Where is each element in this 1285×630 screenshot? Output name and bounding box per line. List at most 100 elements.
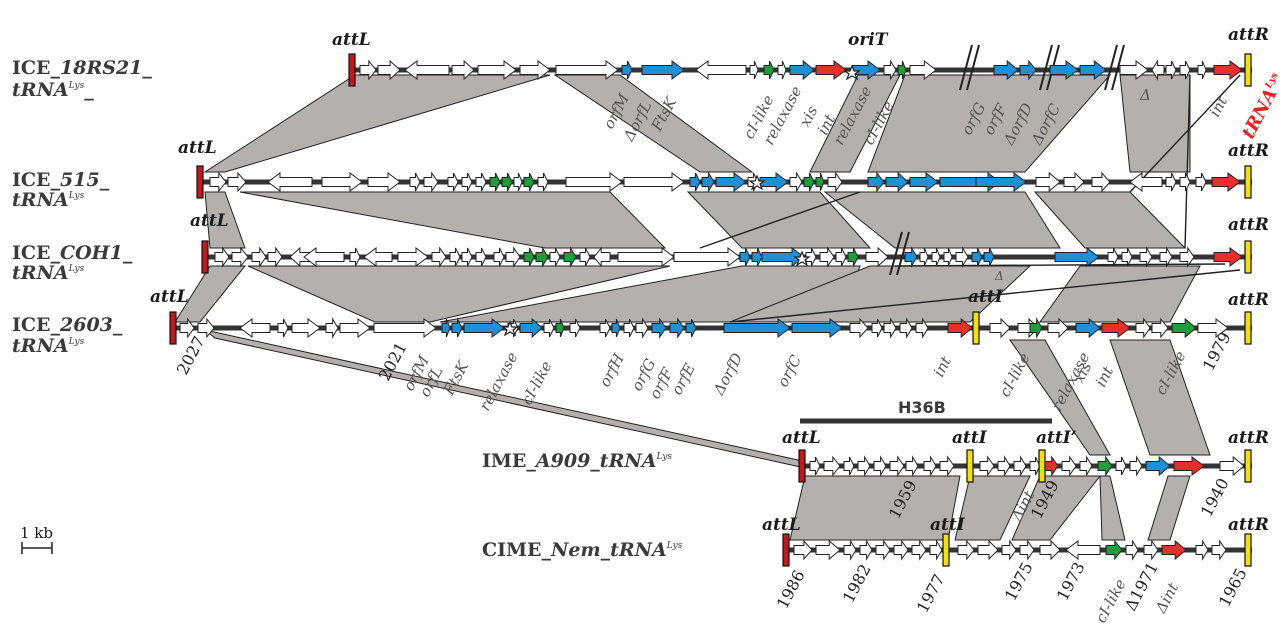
num-1975: 1975 <box>1001 559 1037 604</box>
gene-arrow <box>815 172 825 192</box>
label-cimenem: CIME_Nem_tRNALys <box>482 539 683 561</box>
attl-nem: attL <box>762 515 801 535</box>
gene-arrow <box>367 172 401 192</box>
gl2-cilike: cI-like <box>518 358 556 408</box>
gene-arrow <box>549 247 561 267</box>
gene-arrow <box>827 171 843 193</box>
gene-arrow <box>1129 455 1143 477</box>
attr-515: attR <box>1228 141 1269 161</box>
scale-label: 1 kb <box>20 524 53 542</box>
att-site-mark <box>196 165 204 199</box>
gene-arrow <box>809 456 821 476</box>
gene-arrow <box>451 59 475 81</box>
num-1973: 1973 <box>1053 559 1089 604</box>
num-dint-nem: Δint <box>1151 579 1183 617</box>
gene-arrow <box>214 246 230 268</box>
gene-arrow <box>1173 456 1205 476</box>
orit-star <box>793 250 811 267</box>
gene-arrow <box>897 60 907 80</box>
gene-arrow <box>1211 172 1241 192</box>
gene-arrow <box>1001 539 1017 561</box>
gl-int2: int <box>1206 92 1232 119</box>
att-site-mark <box>1038 449 1046 483</box>
gene-arrow <box>1219 455 1245 477</box>
gene-arrow <box>669 317 685 339</box>
gene-arrow <box>1197 60 1207 80</box>
gene-arrow <box>505 246 521 268</box>
attip-a909: attI’ <box>1036 428 1077 448</box>
scale-bar <box>21 542 53 554</box>
gene-arrow <box>1179 172 1191 192</box>
gl2-orfC: orfC <box>774 352 806 390</box>
gl-delta-coh1: Δ <box>994 269 1004 283</box>
gene-arrow <box>979 455 995 477</box>
atti-nem: attI <box>930 515 966 535</box>
att-site-mark <box>169 311 177 345</box>
gene-arrow <box>519 317 543 339</box>
gene-arrow <box>463 318 505 338</box>
gene-arrow <box>893 539 909 561</box>
gene-arrow <box>1139 246 1153 268</box>
gene-arrow <box>1129 172 1163 192</box>
gene-arrow <box>989 317 1011 339</box>
gene-arrow <box>873 455 887 477</box>
num-1965: 1965 <box>1215 565 1251 610</box>
att-site-mark <box>972 311 980 345</box>
gene-arrow <box>875 539 891 561</box>
gene-arrow <box>777 60 787 80</box>
gene-arrow <box>579 247 591 267</box>
att-site-mark <box>1244 449 1252 483</box>
gene-arrow <box>1091 171 1111 193</box>
gene-arrow <box>1039 539 1061 561</box>
gene-arrow <box>523 172 535 192</box>
gene-arrow <box>805 247 817 267</box>
gl2-orfE: orfE <box>668 361 699 398</box>
gene-arrow <box>1195 539 1209 561</box>
gene-arrow <box>1019 539 1035 561</box>
gene-arrow <box>857 455 871 477</box>
gene-arrow <box>373 318 437 338</box>
gene-arrow <box>267 246 283 268</box>
att-labels: attL attR oriT attL attR attL attR attL … <box>150 25 1269 535</box>
gene-arrow <box>251 246 267 268</box>
gene-arrow <box>1179 60 1191 80</box>
orit-stars <box>501 64 861 337</box>
gene-arrow <box>849 317 869 339</box>
gene-arrow <box>723 318 791 338</box>
gene-arrow <box>535 246 549 268</box>
attl-a909: attL <box>782 428 821 448</box>
gene-arrow <box>1101 318 1131 338</box>
gene-arrow <box>865 246 889 268</box>
gl2-cilike2: cI-like <box>996 350 1034 400</box>
gene-arrow <box>635 317 649 339</box>
gene-arrow <box>983 247 995 267</box>
gene-arrow <box>819 246 835 268</box>
label-icecoh1-trna: tRNALys <box>12 262 85 284</box>
gene-arrow <box>267 172 313 192</box>
gene-arrow <box>1213 247 1243 267</box>
gl-delta1: Δ <box>1139 86 1151 104</box>
gene-arrow <box>1165 172 1177 192</box>
gene-arrow <box>1161 539 1187 561</box>
gene-arrow <box>461 247 473 267</box>
label-imea909: IME_A909_tRNALys <box>482 450 672 472</box>
gene-arrow <box>673 247 741 267</box>
gene-arrow <box>815 60 847 80</box>
gene-arrow <box>751 247 763 267</box>
gene-arrow <box>1143 539 1159 561</box>
gene-arrow <box>197 317 215 339</box>
gene-arrow <box>835 247 847 267</box>
gene-arrow <box>1151 317 1169 339</box>
gene-arrow <box>977 539 999 561</box>
gene-arrow <box>803 172 815 192</box>
gene-arrow <box>739 247 751 267</box>
gene-arrow <box>477 60 517 80</box>
gene-arrow <box>883 59 897 81</box>
gene-arrow <box>789 59 815 81</box>
gene-arrow <box>397 247 429 267</box>
gene-arrow <box>931 247 941 267</box>
att-site-mark <box>201 240 209 274</box>
gene-arrow <box>1079 455 1093 477</box>
gene-arrow <box>489 172 501 192</box>
